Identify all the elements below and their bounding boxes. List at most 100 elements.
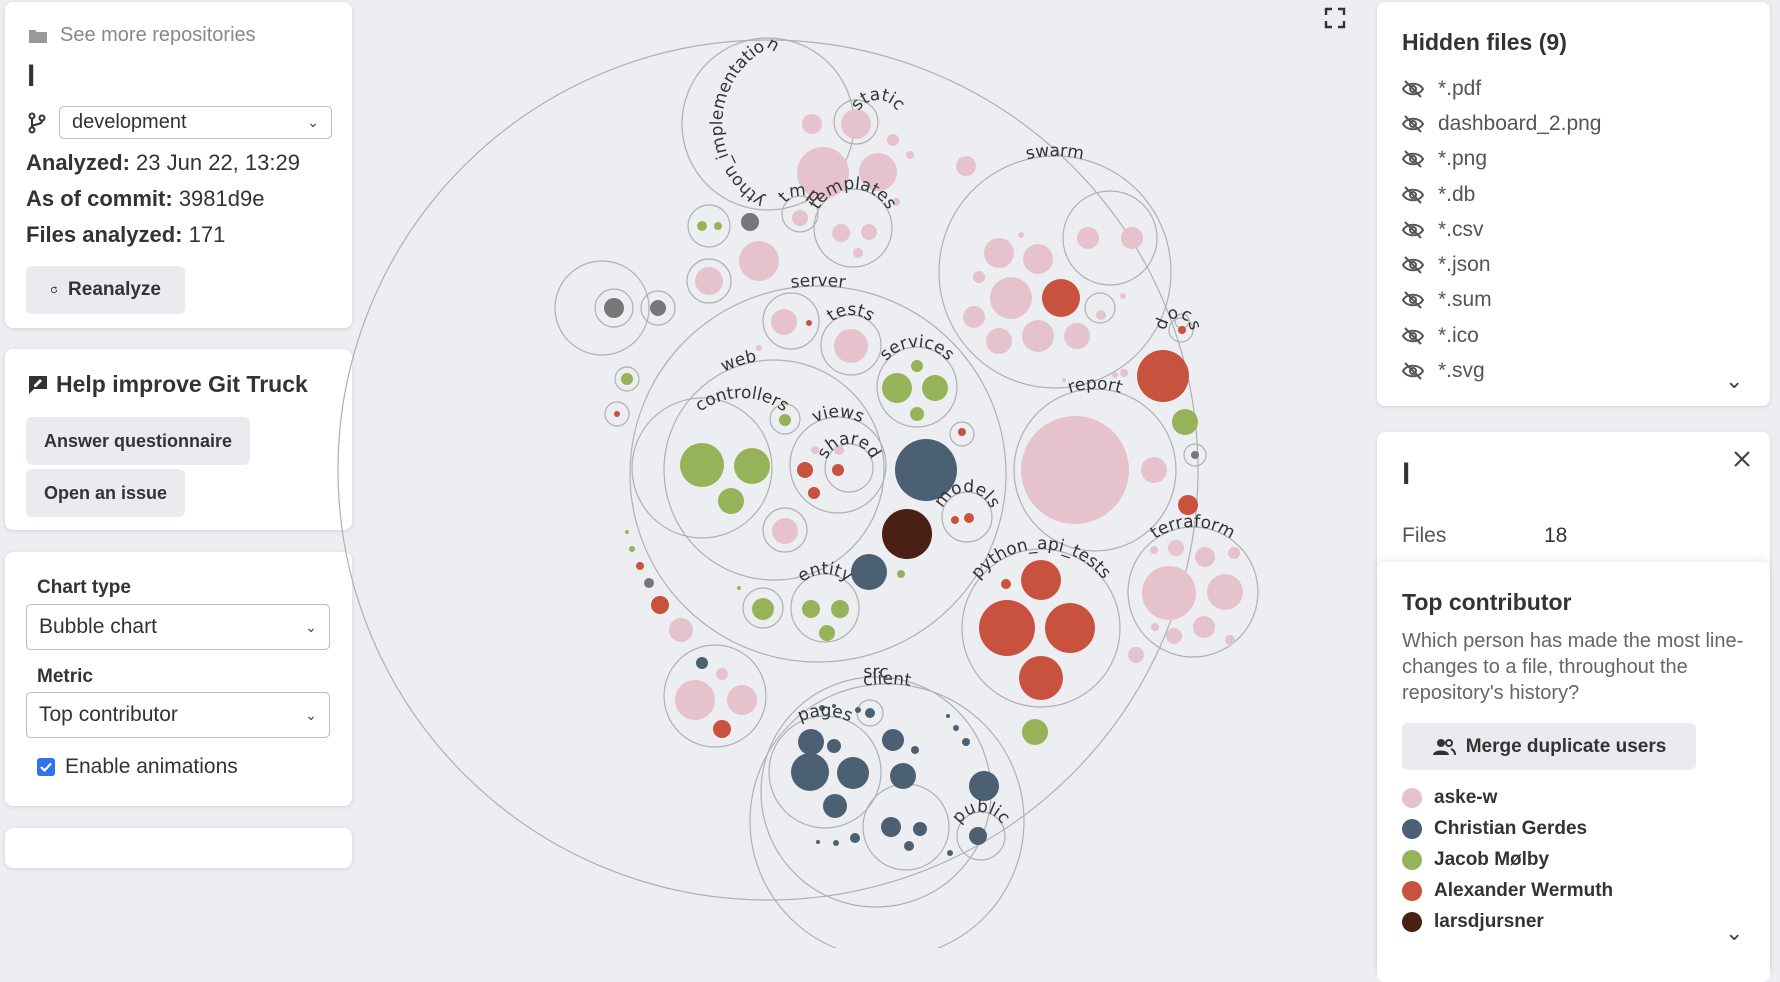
branch-select[interactable]: development ⌄ [59, 106, 332, 139]
file-bubble[interactable] [1178, 495, 1198, 515]
file-bubble[interactable] [969, 827, 987, 845]
see-more-repositories-link[interactable]: See more repositories [28, 24, 256, 47]
file-bubble[interactable] [951, 516, 959, 524]
file-bubble[interactable] [614, 411, 620, 417]
file-bubble[interactable] [892, 198, 900, 206]
file-bubble[interactable] [1120, 293, 1126, 299]
file-bubble[interactable] [680, 443, 724, 487]
file-bubble[interactable] [881, 817, 901, 837]
folder-bubble[interactable] [1127, 526, 1259, 658]
file-bubble[interactable] [1137, 350, 1189, 402]
file-bubble[interactable] [969, 771, 999, 801]
file-bubble[interactable] [772, 518, 798, 544]
folder-bubble[interactable] [594, 288, 634, 328]
folder-bubble[interactable] [629, 285, 1007, 663]
file-bubble[interactable] [734, 448, 770, 484]
file-bubble[interactable] [827, 739, 841, 753]
folder-bubble[interactable] [956, 811, 1006, 861]
folder-bubble[interactable] [742, 587, 784, 629]
folder-bubble[interactable] [337, 39, 1199, 901]
file-bubble[interactable] [963, 306, 985, 328]
file-bubble[interactable] [696, 657, 708, 669]
folder-bubble[interactable] [749, 683, 1025, 948]
hidden-file-item[interactable]: *.csv [1402, 212, 1601, 247]
file-bubble[interactable] [973, 271, 985, 283]
file-bubble[interactable] [791, 753, 829, 791]
file-bubble[interactable] [1121, 227, 1143, 249]
file-bubble[interactable] [887, 134, 899, 146]
file-bubble[interactable] [811, 446, 819, 454]
file-bubble[interactable] [1001, 579, 1011, 589]
folder-bubble[interactable] [1062, 190, 1158, 286]
file-bubble[interactable] [1021, 416, 1129, 524]
file-bubble[interactable] [816, 840, 820, 844]
chevron-down-icon[interactable]: ⌄ [1725, 920, 1744, 945]
folder-bubble[interactable] [938, 155, 1172, 389]
file-bubble[interactable] [697, 221, 707, 231]
file-bubble[interactable] [832, 464, 844, 476]
file-bubble[interactable] [1150, 546, 1158, 554]
file-bubble[interactable] [1062, 378, 1066, 382]
file-bubble[interactable] [802, 114, 822, 134]
file-bubble[interactable] [1022, 320, 1054, 352]
file-bubble[interactable] [1225, 635, 1235, 645]
file-bubble[interactable] [837, 757, 869, 789]
file-bubble[interactable] [1172, 409, 1198, 435]
chart-type-select[interactable]: Bubble chart ⌄ [26, 604, 330, 650]
file-bubble[interactable] [922, 375, 948, 401]
file-bubble[interactable] [895, 439, 957, 501]
file-bubble[interactable] [897, 570, 905, 578]
file-bubble[interactable] [834, 329, 868, 363]
file-bubble[interactable] [625, 530, 629, 534]
file-bubble[interactable] [779, 414, 791, 426]
folder-bubble[interactable] [790, 573, 860, 643]
folder-bubble[interactable] [640, 290, 676, 326]
file-bubble[interactable] [865, 708, 875, 718]
close-icon[interactable] [1732, 449, 1752, 469]
file-bubble[interactable] [737, 586, 741, 590]
file-bubble[interactable] [727, 685, 757, 715]
file-bubble[interactable] [1228, 547, 1240, 559]
file-bubble[interactable] [819, 705, 825, 711]
file-bubble[interactable] [855, 707, 861, 713]
file-bubble[interactable] [1042, 279, 1080, 317]
answer-questionnaire-button[interactable]: Answer questionnaire [26, 417, 250, 465]
fullscreen-icon[interactable] [1324, 7, 1346, 29]
merge-duplicate-users-button[interactable]: Merge duplicate users [1402, 723, 1696, 770]
folder-bubble[interactable] [1013, 388, 1177, 552]
folder-bubble[interactable] [663, 644, 767, 748]
file-bubble[interactable] [962, 738, 970, 746]
folder-bubble[interactable] [833, 99, 879, 145]
file-bubble[interactable] [841, 109, 871, 139]
file-bubble[interactable] [1112, 372, 1118, 378]
file-bubble[interactable] [823, 794, 847, 818]
file-bubble[interactable] [621, 373, 633, 385]
file-bubble[interactable] [808, 487, 820, 499]
file-bubble[interactable] [890, 763, 916, 789]
file-bubble[interactable] [861, 224, 877, 240]
file-bubble[interactable] [716, 668, 728, 680]
folder-bubble[interactable] [876, 346, 958, 428]
file-bubble[interactable] [1064, 323, 1090, 349]
folder-bubble[interactable] [824, 443, 874, 493]
file-bubble[interactable] [834, 445, 844, 455]
enable-animations-checkbox[interactable] [37, 758, 55, 776]
hidden-file-item[interactable]: *.svg [1402, 353, 1601, 388]
file-bubble[interactable] [713, 720, 731, 738]
file-bubble[interactable] [832, 704, 836, 708]
file-bubble[interactable] [913, 822, 927, 836]
file-bubble[interactable] [798, 729, 824, 755]
chevron-down-icon[interactable]: ⌄ [1725, 368, 1744, 393]
file-bubble[interactable] [819, 625, 835, 641]
file-bubble[interactable] [1019, 656, 1063, 700]
folder-bubble[interactable] [949, 421, 975, 447]
file-bubble[interactable] [853, 248, 863, 258]
file-bubble[interactable] [850, 833, 860, 843]
file-bubble[interactable] [806, 320, 812, 326]
file-bubble[interactable] [964, 513, 974, 523]
file-bubble[interactable] [629, 546, 635, 552]
file-bubble[interactable] [953, 725, 959, 731]
file-bubble[interactable] [956, 156, 976, 176]
file-bubble[interactable] [644, 578, 654, 588]
file-bubble[interactable] [911, 746, 919, 754]
